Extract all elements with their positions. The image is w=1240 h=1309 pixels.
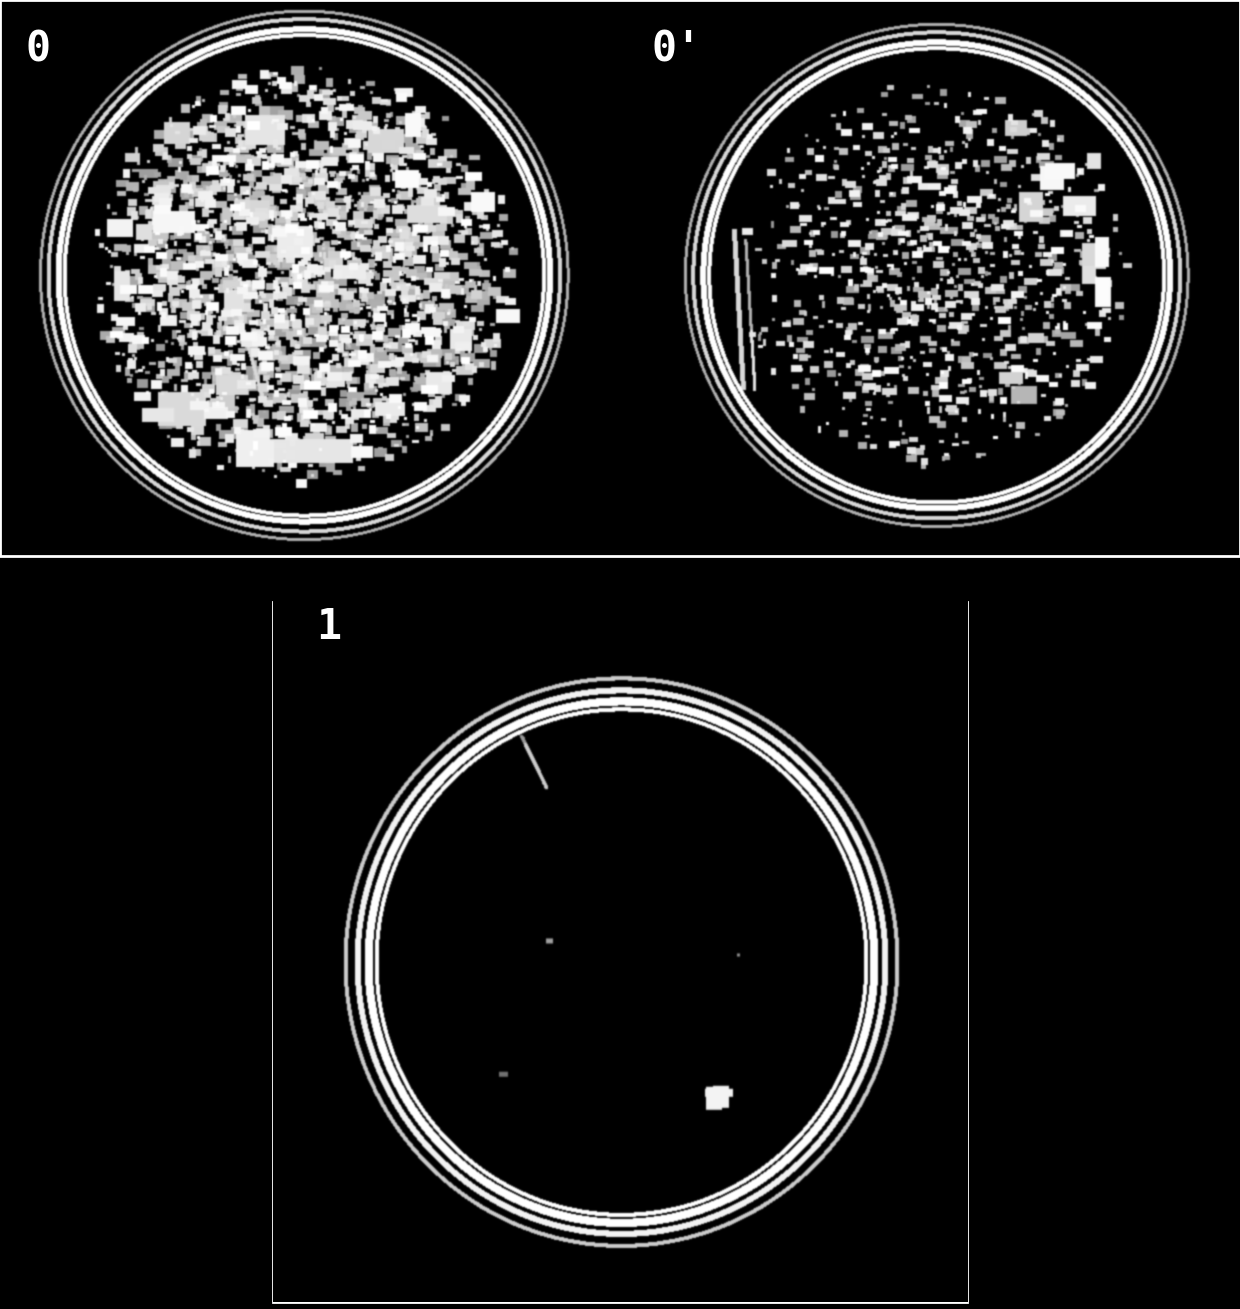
Text: 0: 0	[25, 27, 50, 69]
Text: 0': 0'	[651, 27, 701, 69]
Bar	[0, 0, 1240, 556]
Bar	[273, 602, 967, 1302]
Text: 1: 1	[316, 606, 341, 648]
